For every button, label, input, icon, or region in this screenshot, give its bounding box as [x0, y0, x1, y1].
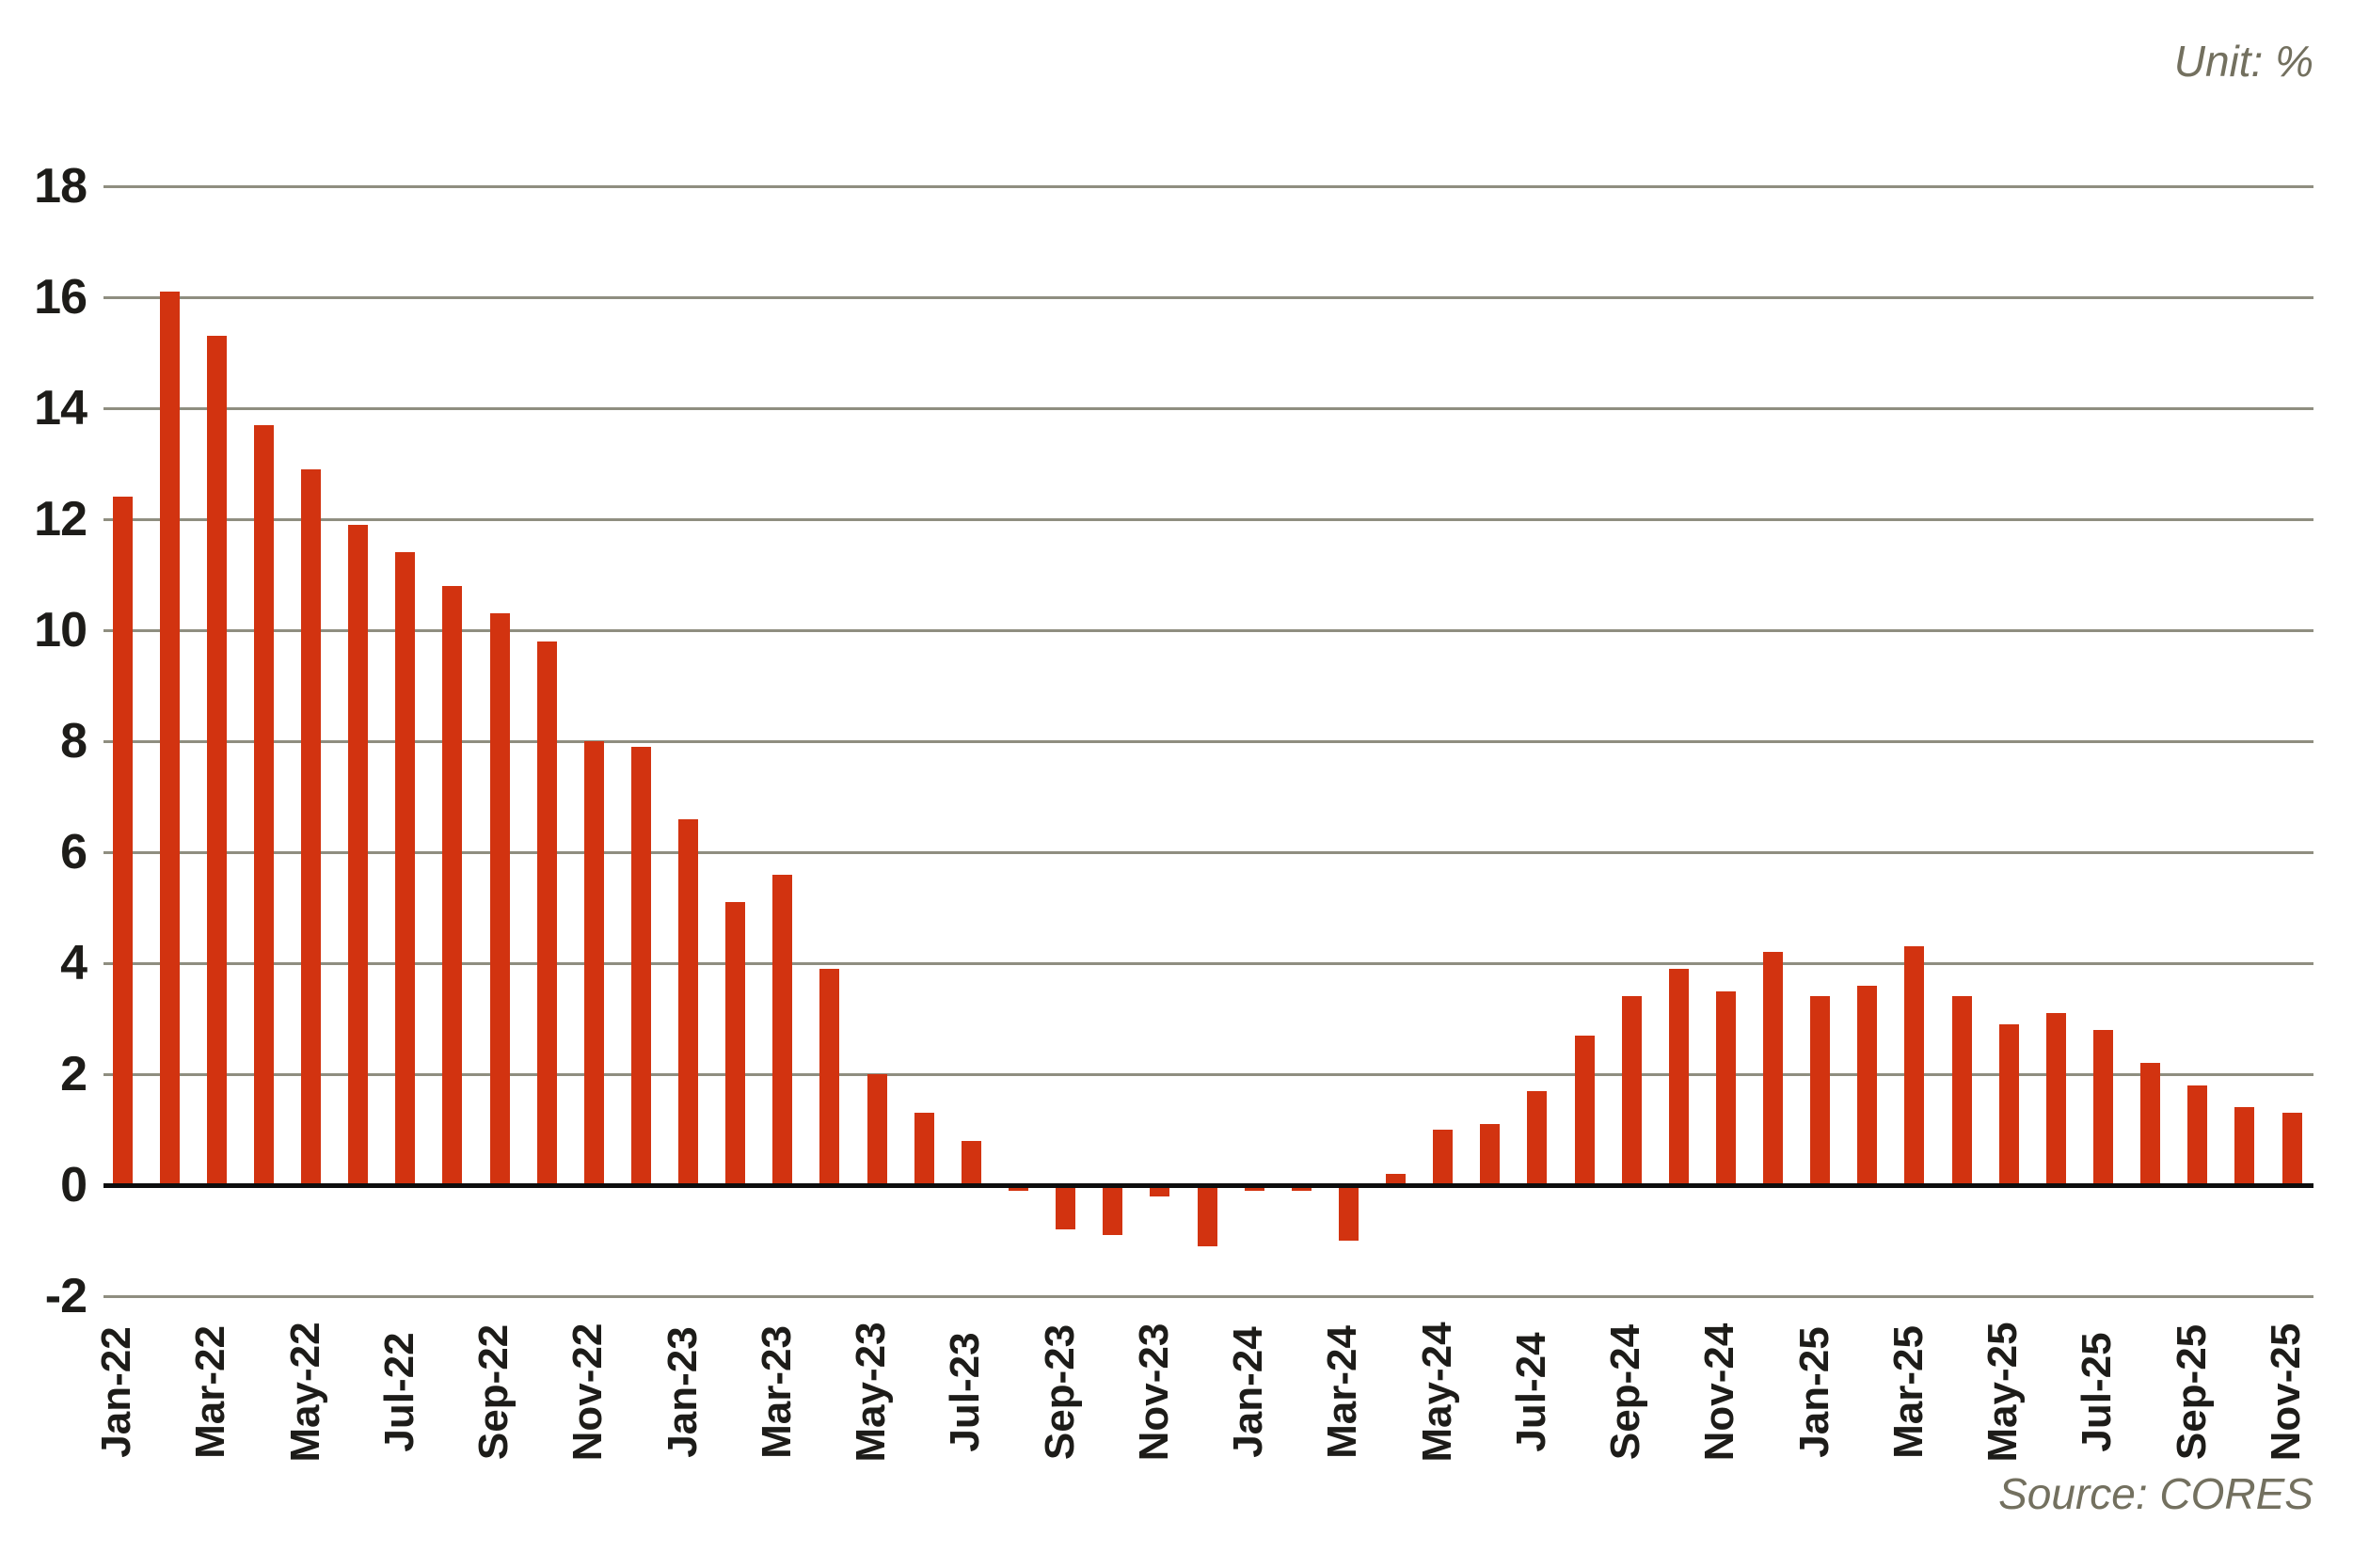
x-tick-label: May-23	[848, 1322, 895, 1463]
gridline	[103, 184, 2313, 188]
x-tick-label: May-24	[1413, 1322, 1460, 1463]
gridline	[103, 1294, 2313, 1298]
x-tick-label: Jul-25	[2074, 1332, 2121, 1452]
x-tick-label: Nov-23	[1130, 1323, 1177, 1462]
bar	[112, 497, 133, 1185]
bar	[1857, 985, 1878, 1185]
y-tick-label: 2	[60, 1047, 87, 1101]
bar	[1763, 952, 1784, 1185]
bar	[1056, 1185, 1076, 1230]
x-tick-label: Sep-24	[1602, 1323, 1649, 1461]
x-tick-label: Sep-25	[2168, 1323, 2215, 1461]
bar	[1433, 1130, 1454, 1185]
bar	[914, 1113, 934, 1185]
bar	[301, 468, 322, 1185]
y-tick-label: 0	[60, 1158, 87, 1212]
bar	[1386, 1174, 1407, 1185]
x-tick-label: Mar-23	[753, 1325, 800, 1459]
bar	[348, 524, 369, 1185]
bar	[1197, 1185, 1217, 1246]
y-tick-label: 10	[34, 603, 87, 657]
y-tick-label: 6	[60, 825, 87, 879]
bar	[1150, 1185, 1170, 1196]
bar	[1951, 996, 1972, 1185]
bar	[2140, 1063, 2161, 1185]
y-tick-label: 18	[34, 159, 87, 214]
x-tick-label: May-25	[1979, 1322, 2027, 1463]
bar	[1338, 1185, 1359, 1241]
bar	[159, 292, 180, 1185]
x-tick-label: May-22	[281, 1322, 328, 1463]
x-tick-label: Sep-22	[470, 1323, 517, 1461]
x-tick-label: Mar-24	[1319, 1325, 1366, 1459]
bar	[1244, 1185, 1264, 1191]
plot-area: 18 16 14 12 10 8 6 4 2 0 -2 Jan-22 Mar-22 May-22 Jul-2…	[34, 162, 2313, 1463]
bar	[961, 1140, 981, 1185]
bar	[1527, 1090, 1548, 1185]
source-label: Source: CORES	[1998, 1469, 2313, 1518]
bar	[1480, 1124, 1501, 1185]
bar	[866, 1074, 887, 1185]
x-tick-label: Jan-24	[1225, 1326, 1272, 1458]
zero-axis	[103, 1182, 2313, 1188]
x-tick-label: Nov-22	[564, 1323, 612, 1462]
bar	[206, 336, 227, 1185]
gridline	[103, 850, 2313, 854]
bar	[1810, 996, 1831, 1185]
bar	[253, 424, 274, 1185]
bar	[2281, 1113, 2302, 1185]
bar	[678, 818, 699, 1185]
bar	[442, 585, 463, 1185]
bar	[2234, 1107, 2255, 1185]
bar	[2045, 1013, 2066, 1185]
y-tick-label: 8	[60, 714, 87, 768]
bar	[1998, 1023, 2019, 1185]
x-tick-label: Jul-22	[375, 1332, 422, 1452]
x-tick-label: Nov-25	[2263, 1323, 2309, 1462]
gridline	[103, 628, 2313, 632]
x-tick-label: Sep-23	[1036, 1323, 1083, 1461]
bar	[1008, 1185, 1028, 1191]
y-tick-label: -2	[44, 1269, 87, 1323]
bar	[395, 552, 416, 1185]
x-tick-label: Jan-25	[1790, 1326, 1837, 1458]
gridline	[103, 1072, 2313, 1076]
x-tick-label: Mar-25	[1884, 1325, 1932, 1459]
bar	[2187, 1085, 2208, 1185]
bar	[536, 641, 557, 1185]
y-tick-label: 4	[60, 936, 87, 990]
gridline	[103, 406, 2313, 410]
bar	[1668, 968, 1689, 1185]
x-tick-label: Jan-22	[93, 1326, 139, 1458]
bar	[725, 902, 746, 1185]
bar	[819, 968, 840, 1185]
gridline	[103, 961, 2313, 965]
bar	[489, 613, 510, 1185]
gridline	[103, 517, 2313, 521]
gridline	[103, 739, 2313, 743]
x-tick-label: Jul-23	[942, 1332, 989, 1452]
x-tick-label: Mar-22	[187, 1325, 234, 1459]
bar	[1103, 1185, 1123, 1236]
bar	[630, 746, 651, 1185]
bar	[1715, 990, 1736, 1185]
x-tick-label: Nov-24	[1696, 1323, 1743, 1462]
bar	[583, 741, 604, 1185]
bar	[1904, 946, 1925, 1185]
gridline	[103, 295, 2313, 299]
bar	[1574, 1035, 1595, 1185]
y-tick-label: 12	[34, 492, 87, 546]
x-tick-label: Jul-24	[1507, 1332, 1554, 1452]
y-tick-label: 14	[34, 381, 87, 436]
bar	[1291, 1185, 1312, 1191]
bar	[1621, 996, 1642, 1185]
unit-label: Unit: %	[2173, 37, 2313, 86]
bar	[2092, 1029, 2113, 1185]
x-tick-label: Jan-23	[659, 1326, 706, 1458]
y-tick-label: 16	[34, 270, 87, 325]
bar	[772, 874, 793, 1185]
